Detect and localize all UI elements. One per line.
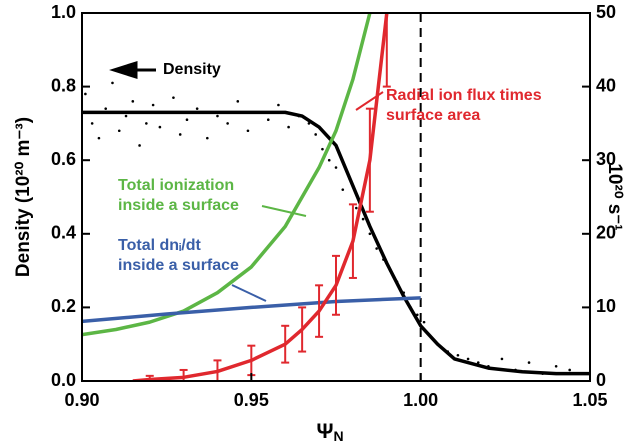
data-point [266, 118, 270, 122]
annotation-text: Density [163, 61, 221, 78]
data-point [90, 122, 94, 125]
data-point [131, 100, 135, 103]
y-tick-label: 0.8 [51, 75, 76, 95]
data-point [456, 353, 460, 357]
annotation-text: Total ionization [118, 177, 234, 194]
plot-frame [81, 12, 591, 382]
data-point [104, 107, 108, 110]
y2-tick-label: 0 [596, 370, 606, 390]
x-tick-label: 0.95 [234, 390, 269, 410]
data-point [476, 361, 480, 364]
data-point [178, 133, 182, 136]
data-point [145, 122, 148, 125]
data-point [355, 206, 358, 210]
x-axis-symbol: Ψ [316, 420, 333, 443]
data-point [327, 158, 331, 162]
plot-area [82, 13, 590, 381]
data-point [246, 129, 250, 133]
data-point [321, 147, 324, 151]
annotation-text: Total dnᵢ/dt [118, 237, 202, 254]
y-tick-label: 0.0 [51, 370, 76, 390]
x-tick-label: 0.90 [64, 390, 99, 410]
annotation-leader [261, 205, 307, 217]
y2-tick-label: 50 [596, 2, 616, 22]
data-point [287, 125, 290, 129]
data-point [236, 100, 240, 103]
x-axis-subscript: N [333, 428, 343, 444]
series-line [132, 13, 389, 381]
y-tick-label: 0.2 [51, 296, 76, 316]
data-point [117, 129, 121, 133]
data-point [500, 357, 504, 361]
series-line [82, 13, 372, 337]
data-point [361, 217, 365, 221]
data-point [554, 364, 558, 368]
y-axis-label: Density (10²⁰ m⁻³) [13, 117, 34, 277]
data-point [97, 136, 101, 140]
data-point [216, 114, 219, 118]
data-point [368, 232, 372, 236]
y2-tick-label: 40 [596, 75, 616, 95]
y2-tick-label: 20 [596, 223, 616, 243]
data-point [84, 92, 87, 96]
y-tick-label: 0.4 [51, 223, 76, 243]
data-point [422, 320, 426, 324]
series-line [82, 296, 421, 324]
data-point [568, 368, 571, 372]
x-tick-label: 1.00 [403, 390, 438, 410]
density-arrow [109, 60, 156, 80]
annotation-leader [231, 284, 267, 302]
x-tick-label: 1.05 [572, 390, 607, 410]
x-axis-label: ΨN [316, 420, 343, 444]
annotation-text: surface area [386, 107, 480, 124]
annotation-text: inside a surface [118, 257, 239, 274]
data-point [527, 361, 531, 364]
data-point [277, 103, 280, 107]
data-point [158, 125, 162, 129]
data-point [466, 357, 470, 361]
series-line [82, 110, 590, 376]
data-point [334, 166, 338, 169]
data-point [206, 136, 209, 140]
data-point [375, 247, 378, 250]
data-point [172, 96, 175, 99]
data-point [226, 122, 229, 125]
data-point [314, 133, 317, 136]
y-tick-label: 1.0 [51, 2, 76, 22]
data-point [124, 114, 128, 118]
data-point [341, 188, 345, 191]
data-point [111, 81, 114, 85]
y2-axis-label: 10²⁰ s⁻¹ [604, 163, 625, 230]
error-bar [382, 13, 391, 88]
data-point [151, 103, 155, 107]
annotation-leader [355, 91, 384, 111]
annotation-text: inside a surface [118, 197, 239, 214]
annotation-text: Radial ion flux times [386, 87, 542, 104]
data-point [185, 118, 189, 122]
y-tick-label: 0.6 [51, 149, 76, 169]
y2-tick-label: 30 [596, 149, 616, 169]
data-point [138, 144, 141, 147]
data-point [195, 107, 199, 110]
y2-tick-label: 10 [596, 296, 616, 316]
